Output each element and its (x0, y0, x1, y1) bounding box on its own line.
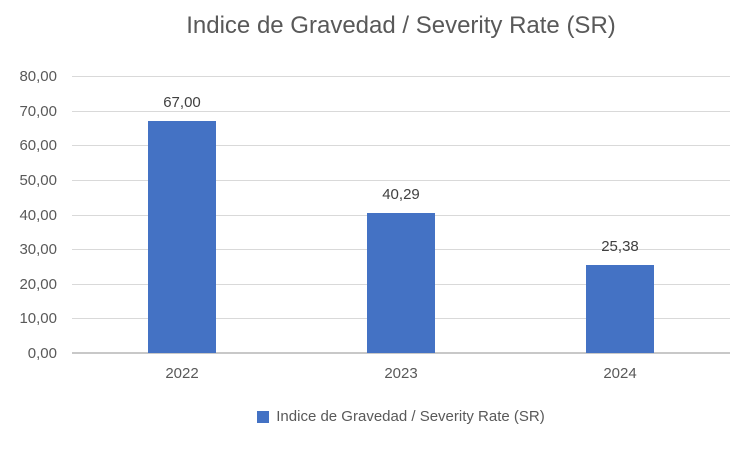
x-axis-line (72, 352, 730, 354)
y-axis-tick-label: 60,00 (19, 137, 57, 154)
y-axis-tick-label: 30,00 (19, 241, 57, 258)
chart-title: Indice de Gravedad / Severity Rate (SR) (186, 12, 616, 39)
gridline (72, 76, 730, 77)
y-axis-tick-label: 70,00 (19, 103, 57, 120)
y-axis-tick-label: 0,00 (27, 345, 57, 362)
x-axis-label: 2022 (165, 365, 199, 382)
gridline (72, 145, 730, 146)
bar-2022 (148, 121, 216, 353)
data-label: 67,00 (163, 94, 201, 111)
gridline (72, 111, 730, 112)
gridline (72, 180, 730, 181)
y-axis-tick-label: 10,00 (19, 310, 57, 327)
y-axis-tick-label: 50,00 (19, 172, 57, 189)
y-axis-tick-label: 40,00 (19, 207, 57, 224)
legend-swatch-icon (257, 410, 270, 423)
y-axis-tick-label: 80,00 (19, 68, 57, 85)
legend-label: Indice de Gravedad / Severity Rate (SR) (276, 408, 545, 425)
y-axis-tick-label: 20,00 (19, 276, 57, 293)
x-axis-label: 2024 (603, 365, 637, 382)
x-axis-label: 2023 (384, 365, 418, 382)
data-label: 25,38 (601, 238, 639, 255)
bar-2024 (586, 265, 654, 353)
legend: Indice de Gravedad / Severity Rate (SR) (72, 407, 730, 426)
data-label: 40,29 (382, 186, 420, 203)
bar-2023 (367, 213, 435, 353)
